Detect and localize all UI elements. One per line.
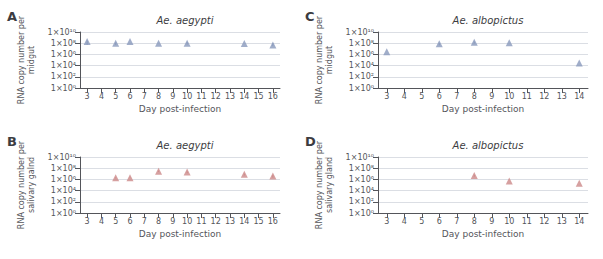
svg-text:midgut: midgut	[27, 46, 36, 74]
svg-text:12: 12	[211, 217, 221, 226]
svg-text:9: 9	[489, 217, 494, 226]
svg-text:1×10⁴: 1×10⁴	[349, 186, 374, 195]
svg-text:12: 12	[211, 92, 221, 101]
svg-text:14: 14	[574, 217, 584, 226]
svg-text:1×10⁸: 1×10⁸	[51, 39, 76, 48]
svg-text:8: 8	[472, 92, 477, 101]
svg-text:A: A	[7, 9, 17, 24]
svg-text:10: 10	[504, 217, 514, 226]
svg-text:C: C	[305, 9, 315, 24]
svg-text:5: 5	[419, 217, 424, 226]
svg-text:9: 9	[170, 217, 175, 226]
svg-text:RNA copy number per: RNA copy number per	[315, 15, 324, 104]
svg-text:11: 11	[196, 217, 206, 226]
svg-text:6: 6	[437, 217, 442, 226]
svg-text:3: 3	[85, 92, 90, 101]
svg-text:6: 6	[127, 217, 132, 226]
svg-text:5: 5	[113, 217, 118, 226]
svg-text:4: 4	[99, 92, 104, 101]
svg-text:1×10⁶: 1×10⁶	[51, 50, 76, 59]
svg-text:11: 11	[522, 217, 532, 226]
svg-text:11: 11	[522, 92, 532, 101]
svg-text:1×10²: 1×10²	[349, 72, 374, 81]
svg-text:6: 6	[127, 92, 132, 101]
svg-text:4: 4	[402, 217, 407, 226]
svg-text:1×10⁴: 1×10⁴	[51, 186, 76, 195]
svg-text:Ae. albopictus: Ae. albopictus	[452, 140, 524, 151]
svg-text:1×10⁶: 1×10⁶	[51, 175, 76, 184]
svg-text:1×10⁴: 1×10⁴	[51, 61, 76, 70]
svg-text:11: 11	[196, 92, 206, 101]
svg-text:1×10⁸: 1×10⁸	[349, 39, 374, 48]
svg-text:1×10⁸: 1×10⁸	[349, 164, 374, 173]
svg-text:salivary gland: salivary gland	[325, 157, 334, 213]
svg-text:13: 13	[557, 217, 567, 226]
svg-text:16: 16	[268, 92, 278, 101]
svg-text:1×10⁰: 1×10⁰	[349, 209, 374, 218]
svg-text:Ae. aegypti: Ae. aegypti	[156, 140, 214, 151]
svg-text:1×10⁶: 1×10⁶	[349, 175, 374, 184]
svg-text:RNA copy number per: RNA copy number per	[315, 140, 324, 229]
svg-text:1×10¹⁰: 1×10¹⁰	[48, 28, 76, 37]
svg-text:Day post-infection: Day post-infection	[139, 104, 221, 114]
svg-text:15: 15	[253, 217, 263, 226]
svg-text:1×10²: 1×10²	[349, 197, 374, 206]
svg-text:1×10¹⁰: 1×10¹⁰	[346, 28, 374, 37]
svg-text:1×10⁸: 1×10⁸	[51, 164, 76, 173]
svg-text:D: D	[305, 134, 316, 149]
svg-text:3: 3	[384, 92, 389, 101]
svg-text:14: 14	[239, 92, 249, 101]
svg-text:10: 10	[182, 92, 192, 101]
svg-text:7: 7	[454, 217, 459, 226]
svg-text:B: B	[7, 134, 17, 149]
svg-text:RNA copy number per: RNA copy number per	[17, 15, 26, 104]
svg-text:7: 7	[454, 92, 459, 101]
svg-text:1×10⁰: 1×10⁰	[51, 209, 76, 218]
svg-text:1×10¹⁰: 1×10¹⁰	[346, 153, 374, 162]
svg-text:5: 5	[113, 92, 118, 101]
svg-text:midgut: midgut	[325, 46, 334, 74]
svg-text:7: 7	[142, 217, 147, 226]
svg-text:9: 9	[170, 92, 175, 101]
svg-text:1×10⁴: 1×10⁴	[349, 61, 374, 70]
svg-text:14: 14	[574, 92, 584, 101]
svg-text:1×10¹⁰: 1×10¹⁰	[48, 153, 76, 162]
svg-text:Day post-infection: Day post-infection	[442, 104, 524, 114]
svg-text:8: 8	[156, 92, 161, 101]
svg-text:4: 4	[99, 217, 104, 226]
svg-text:Ae. albopictus: Ae. albopictus	[452, 15, 524, 26]
svg-text:1×10⁰: 1×10⁰	[51, 84, 76, 93]
svg-text:4: 4	[402, 92, 407, 101]
svg-text:7: 7	[142, 92, 147, 101]
svg-text:16: 16	[268, 217, 278, 226]
svg-text:1×10⁰: 1×10⁰	[349, 84, 374, 93]
svg-text:12: 12	[539, 217, 549, 226]
svg-text:Ae. aegypti: Ae. aegypti	[156, 15, 214, 26]
svg-text:9: 9	[489, 92, 494, 101]
svg-text:10: 10	[182, 217, 192, 226]
svg-text:Day post-infection: Day post-infection	[139, 229, 221, 239]
svg-text:8: 8	[472, 217, 477, 226]
svg-text:1×10²: 1×10²	[51, 72, 76, 81]
svg-text:10: 10	[504, 92, 514, 101]
svg-text:15: 15	[253, 92, 263, 101]
svg-text:5: 5	[419, 92, 424, 101]
svg-text:13: 13	[557, 92, 567, 101]
svg-text:12: 12	[539, 92, 549, 101]
svg-text:8: 8	[156, 217, 161, 226]
svg-text:13: 13	[225, 92, 235, 101]
svg-text:14: 14	[239, 217, 249, 226]
svg-text:3: 3	[85, 217, 90, 226]
svg-text:Day post-infection: Day post-infection	[442, 229, 524, 239]
svg-text:6: 6	[437, 92, 442, 101]
svg-text:salivary galnd: salivary galnd	[27, 157, 36, 213]
svg-text:3: 3	[384, 217, 389, 226]
svg-text:13: 13	[225, 217, 235, 226]
svg-text:1×10⁶: 1×10⁶	[349, 50, 374, 59]
svg-text:RNA copy number per: RNA copy number per	[17, 140, 26, 229]
svg-text:1×10²: 1×10²	[51, 197, 76, 206]
